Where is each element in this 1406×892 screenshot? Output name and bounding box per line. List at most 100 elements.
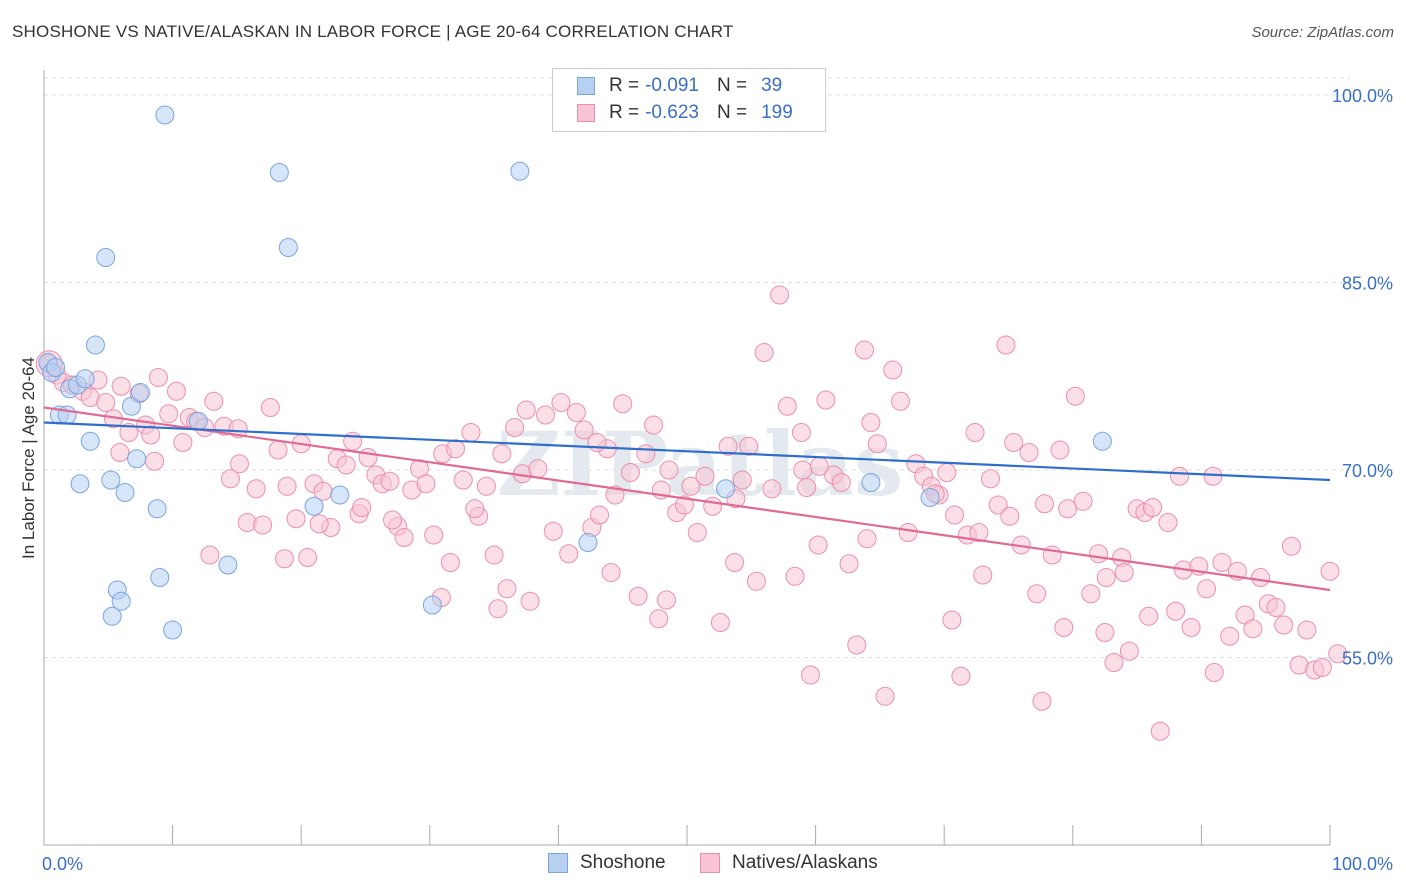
native-point bbox=[1143, 498, 1163, 517]
native-point bbox=[1220, 626, 1240, 646]
x-tick-label-max: 100.0% bbox=[1332, 854, 1393, 874]
y-tick-label: 85.0% bbox=[1342, 274, 1393, 294]
native-point bbox=[96, 393, 116, 412]
native-point bbox=[746, 571, 766, 591]
native-point bbox=[1203, 466, 1223, 486]
shoshone-point bbox=[218, 555, 238, 575]
shoshone-point bbox=[304, 496, 324, 516]
native-point bbox=[336, 455, 356, 475]
native-point bbox=[605, 485, 625, 505]
shoshone-point bbox=[1092, 431, 1112, 451]
native-point bbox=[543, 521, 563, 541]
native-point bbox=[461, 423, 481, 442]
native-point bbox=[566, 403, 586, 422]
native-point bbox=[220, 469, 240, 489]
native-point bbox=[148, 368, 168, 387]
native-point bbox=[739, 436, 759, 456]
native-point bbox=[944, 505, 964, 525]
native-point bbox=[484, 545, 504, 565]
native-point bbox=[1095, 623, 1115, 642]
axis-labels: 55.0% 70.0% 85.0% 100.0% 0.0% 100.0% In Labor … bbox=[19, 86, 1393, 874]
native-point bbox=[762, 479, 782, 499]
native-point bbox=[119, 423, 139, 442]
y-tick-label: 55.0% bbox=[1342, 649, 1393, 669]
native-point bbox=[465, 499, 485, 519]
native-point bbox=[274, 549, 294, 569]
native-point bbox=[770, 285, 790, 305]
native-point bbox=[1081, 584, 1101, 604]
y-tick-label: 100.0% bbox=[1332, 86, 1393, 106]
native-point bbox=[166, 381, 186, 401]
native-point bbox=[228, 419, 248, 439]
native-point bbox=[358, 448, 378, 467]
native-point bbox=[681, 476, 701, 496]
native-point bbox=[703, 496, 723, 516]
native-point bbox=[808, 535, 828, 555]
native-point bbox=[875, 686, 895, 706]
x-tick-label-min: 0.0% bbox=[42, 854, 83, 874]
native-point bbox=[797, 478, 817, 497]
native-point bbox=[268, 440, 288, 460]
native-point bbox=[793, 460, 813, 480]
native-point bbox=[1243, 619, 1263, 639]
axes bbox=[43, 70, 1331, 846]
native-point bbox=[416, 474, 436, 494]
correlation-legend: R = -0.091 N = 39 R = -0.623 N = 199 bbox=[552, 68, 826, 132]
native-point bbox=[1320, 561, 1340, 581]
shoshone-point bbox=[75, 369, 95, 389]
shoshone-point bbox=[278, 238, 298, 257]
native-point bbox=[383, 510, 403, 530]
legend-item-shoshone[interactable]: Shoshone bbox=[548, 852, 666, 874]
native-point bbox=[718, 436, 738, 456]
native-point bbox=[574, 420, 594, 440]
y-axis-label: In Labor Force | Age 20-64 bbox=[19, 357, 38, 559]
native-point bbox=[277, 476, 297, 496]
native-point bbox=[857, 529, 877, 549]
native-point bbox=[1212, 553, 1232, 572]
native-point bbox=[200, 545, 220, 565]
series-legend: Shoshone Natives/Alaskans bbox=[0, 852, 1406, 876]
legend-row-shoshone: R = -0.091 N = 39 bbox=[577, 75, 782, 97]
native-point bbox=[590, 505, 610, 525]
shoshone-point bbox=[147, 499, 167, 519]
native-point bbox=[173, 433, 193, 452]
native-point bbox=[1266, 598, 1286, 617]
shoshone-points bbox=[38, 105, 1112, 640]
native-point bbox=[1150, 721, 1170, 741]
native-point bbox=[488, 599, 508, 619]
watermark: ZIPatlas bbox=[497, 412, 904, 516]
shoshone-point bbox=[163, 620, 183, 640]
native-point bbox=[453, 470, 473, 490]
native-point bbox=[1073, 491, 1093, 511]
native-point bbox=[937, 463, 957, 482]
native-point bbox=[246, 479, 266, 499]
legend-item-natives[interactable]: Natives/Alaskans bbox=[700, 852, 878, 874]
native-point bbox=[1019, 443, 1039, 462]
native-point bbox=[620, 463, 640, 482]
native-point bbox=[380, 471, 400, 491]
native-point bbox=[965, 423, 985, 442]
native-point bbox=[1281, 536, 1301, 556]
native-point bbox=[831, 473, 851, 492]
n-label: N = bbox=[716, 102, 748, 123]
native-point bbox=[659, 460, 679, 480]
natives-swatch bbox=[577, 104, 595, 122]
native-point bbox=[309, 514, 329, 534]
native-point bbox=[980, 469, 1000, 489]
native-point bbox=[1104, 653, 1124, 672]
shoshone-point bbox=[57, 405, 77, 425]
native-point bbox=[890, 391, 910, 411]
native-point bbox=[1065, 386, 1085, 406]
native-point bbox=[839, 554, 859, 574]
native-point bbox=[492, 444, 512, 464]
legend-label-shoshone: Shoshone bbox=[580, 852, 666, 873]
native-point bbox=[516, 400, 536, 420]
native-point bbox=[656, 590, 676, 610]
native-point bbox=[1096, 568, 1116, 587]
shoshone-point bbox=[80, 431, 100, 451]
shoshone-point bbox=[155, 105, 175, 125]
shoshone-point bbox=[111, 591, 131, 611]
n-value: 199 bbox=[761, 102, 793, 123]
r-value: -0.623 bbox=[645, 102, 699, 123]
